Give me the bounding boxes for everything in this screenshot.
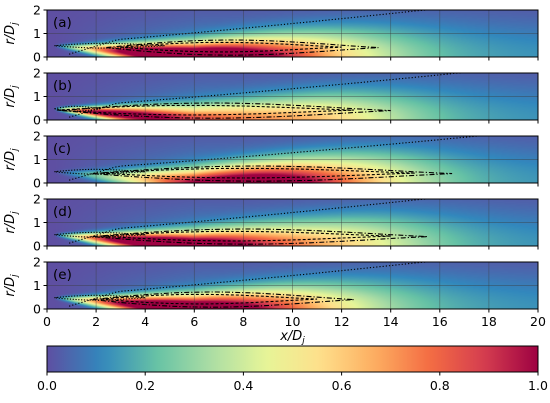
- colorbar-tick-label: 0.4: [233, 378, 253, 393]
- y-axis-label: r/Dj: [3, 148, 20, 171]
- x-tick-label: 20: [530, 314, 546, 329]
- y-tick-label: 1: [33, 89, 41, 104]
- colorbar-tick-label: 0.6: [332, 378, 352, 393]
- x-tick-label: 10: [285, 314, 301, 329]
- y-tick-label: 2: [33, 192, 41, 207]
- y-axis-label: r/Dj: [3, 85, 20, 108]
- contour-core: [54, 42, 165, 49]
- y-tick-label: 0: [33, 50, 41, 65]
- panel-2: 0 1 2 r/Dj (b): [3, 66, 539, 128]
- x-tick-label: 4: [141, 314, 149, 329]
- y-tick-label: 1: [33, 278, 41, 293]
- contour-envelope: [68, 10, 538, 55]
- panel-label: (c): [53, 141, 71, 157]
- y-tick-label: 2: [33, 3, 41, 18]
- panel-label: (d): [53, 204, 72, 220]
- colorbar-tick-label: 0.0: [37, 378, 57, 393]
- contour-core: [54, 168, 146, 175]
- colorbar-tick-label: 0.2: [135, 378, 155, 393]
- y-tick-label: 0: [33, 176, 41, 191]
- y-tick-label: 2: [33, 129, 41, 144]
- colorbar-tick-label: 1.0: [528, 378, 548, 393]
- x-tick-label: 12: [334, 314, 350, 329]
- contour-dashdot: [92, 291, 354, 308]
- y-axis-label: r/Dj: [3, 274, 20, 297]
- y-tick-label: 0: [33, 113, 41, 128]
- contour-envelope: [68, 136, 538, 181]
- y-tick-label: 0: [33, 302, 41, 317]
- x-axis: 0 2 4 6 8 10 12 14 16 18 20 x/Dj: [43, 57, 546, 346]
- contour-core: [54, 231, 146, 238]
- contour-envelope: [68, 199, 538, 244]
- x-tick-label: 2: [92, 314, 100, 329]
- panel-5: 0 1 2 r/Dj (e): [3, 255, 539, 317]
- y-tick-label: 1: [33, 152, 41, 167]
- colorbar-gradient: [46, 345, 539, 373]
- contour-dashed: [56, 104, 354, 116]
- colorbar-tick-label: 0.8: [430, 378, 450, 393]
- y-tick-label: 1: [33, 26, 41, 41]
- contour-dashdot: [106, 39, 379, 56]
- contour-dashdot: [92, 228, 428, 245]
- colorbar: 0.0 0.2 0.4 0.6 0.8 1.0: [37, 345, 548, 393]
- x-tick-label: 16: [432, 314, 448, 329]
- x-tick-label: 14: [383, 314, 399, 329]
- panel-label: (a): [53, 15, 72, 31]
- panel-label: (e): [53, 267, 72, 283]
- panel-4: 0 1 2 r/Dj (d): [3, 192, 539, 254]
- panel-label: (b): [53, 78, 72, 94]
- y-tick-label: 2: [33, 66, 41, 81]
- y-tick-label: 0: [33, 239, 41, 254]
- contour-envelope: [68, 262, 538, 307]
- panel-3: 0 1 2 r/Dj (c): [3, 129, 539, 191]
- contour-dashdot: [92, 165, 453, 182]
- contour-core: [54, 294, 146, 301]
- x-tick-label: 18: [481, 314, 497, 329]
- x-tick-label: 6: [190, 314, 198, 329]
- contour-dashed: [100, 293, 318, 305]
- y-axis-label: r/Dj: [3, 211, 20, 234]
- panel-1: 0 1 2 r/Dj (a): [3, 3, 539, 65]
- contour-dashed: [100, 230, 391, 242]
- y-tick-label: 2: [33, 255, 41, 270]
- y-axis-label: r/Dj: [3, 22, 20, 45]
- x-tick-label: 0: [43, 314, 51, 329]
- x-tick-label: 8: [239, 314, 247, 329]
- x-axis-label: x/Dj: [279, 329, 305, 346]
- y-tick-label: 1: [33, 215, 41, 230]
- contour-panels: 0 1 2 r/Dj (a) 0 1 2 r/Dj (b) 0 1 2 r/Dj (c) 0 1 2 r/Dj (d)…: [3, 3, 539, 317]
